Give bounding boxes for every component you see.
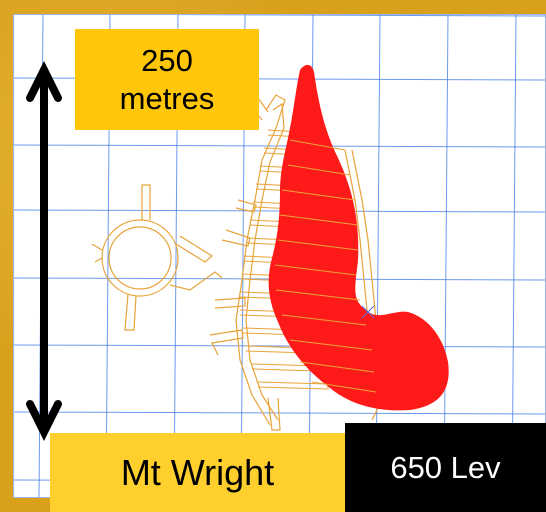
scale-unit: metres — [119, 80, 215, 116]
access-west-3 — [221, 229, 251, 247]
grid-line-horizontal — [13, 344, 546, 348]
mine-level-label: 650 Lev — [345, 423, 546, 512]
spiral-link-east — [175, 235, 214, 263]
orebody-development-overlay — [274, 139, 377, 393]
ramp-right — [245, 102, 285, 421]
orebody-shape — [268, 64, 449, 411]
grid-line-horizontal — [13, 144, 546, 148]
decline-portal — [141, 184, 151, 220]
access-south — [267, 397, 281, 431]
grid-line-vertical — [511, 14, 517, 498]
grid-line-vertical — [443, 14, 449, 498]
scale-value: 250 — [141, 42, 193, 78]
spiral-branch-south — [124, 293, 137, 331]
crosscut-drives — [239, 129, 329, 390]
site-name-label: Mt Wright — [50, 433, 345, 512]
crosscut-drive — [257, 381, 329, 390]
spiral-branch-west — [91, 243, 103, 263]
grid-line-vertical — [38, 14, 44, 498]
access-west-1 — [214, 297, 246, 309]
access-west-2 — [209, 329, 244, 356]
decline-spiral — [101, 219, 179, 297]
spiral-link-southeast — [169, 271, 223, 291]
grid-line-vertical — [375, 14, 381, 498]
decline-spiral-inner — [108, 226, 172, 290]
scale-label: 250 metres — [75, 29, 259, 130]
access-west-4 — [235, 199, 257, 213]
survey-cross-mark — [361, 305, 375, 319]
